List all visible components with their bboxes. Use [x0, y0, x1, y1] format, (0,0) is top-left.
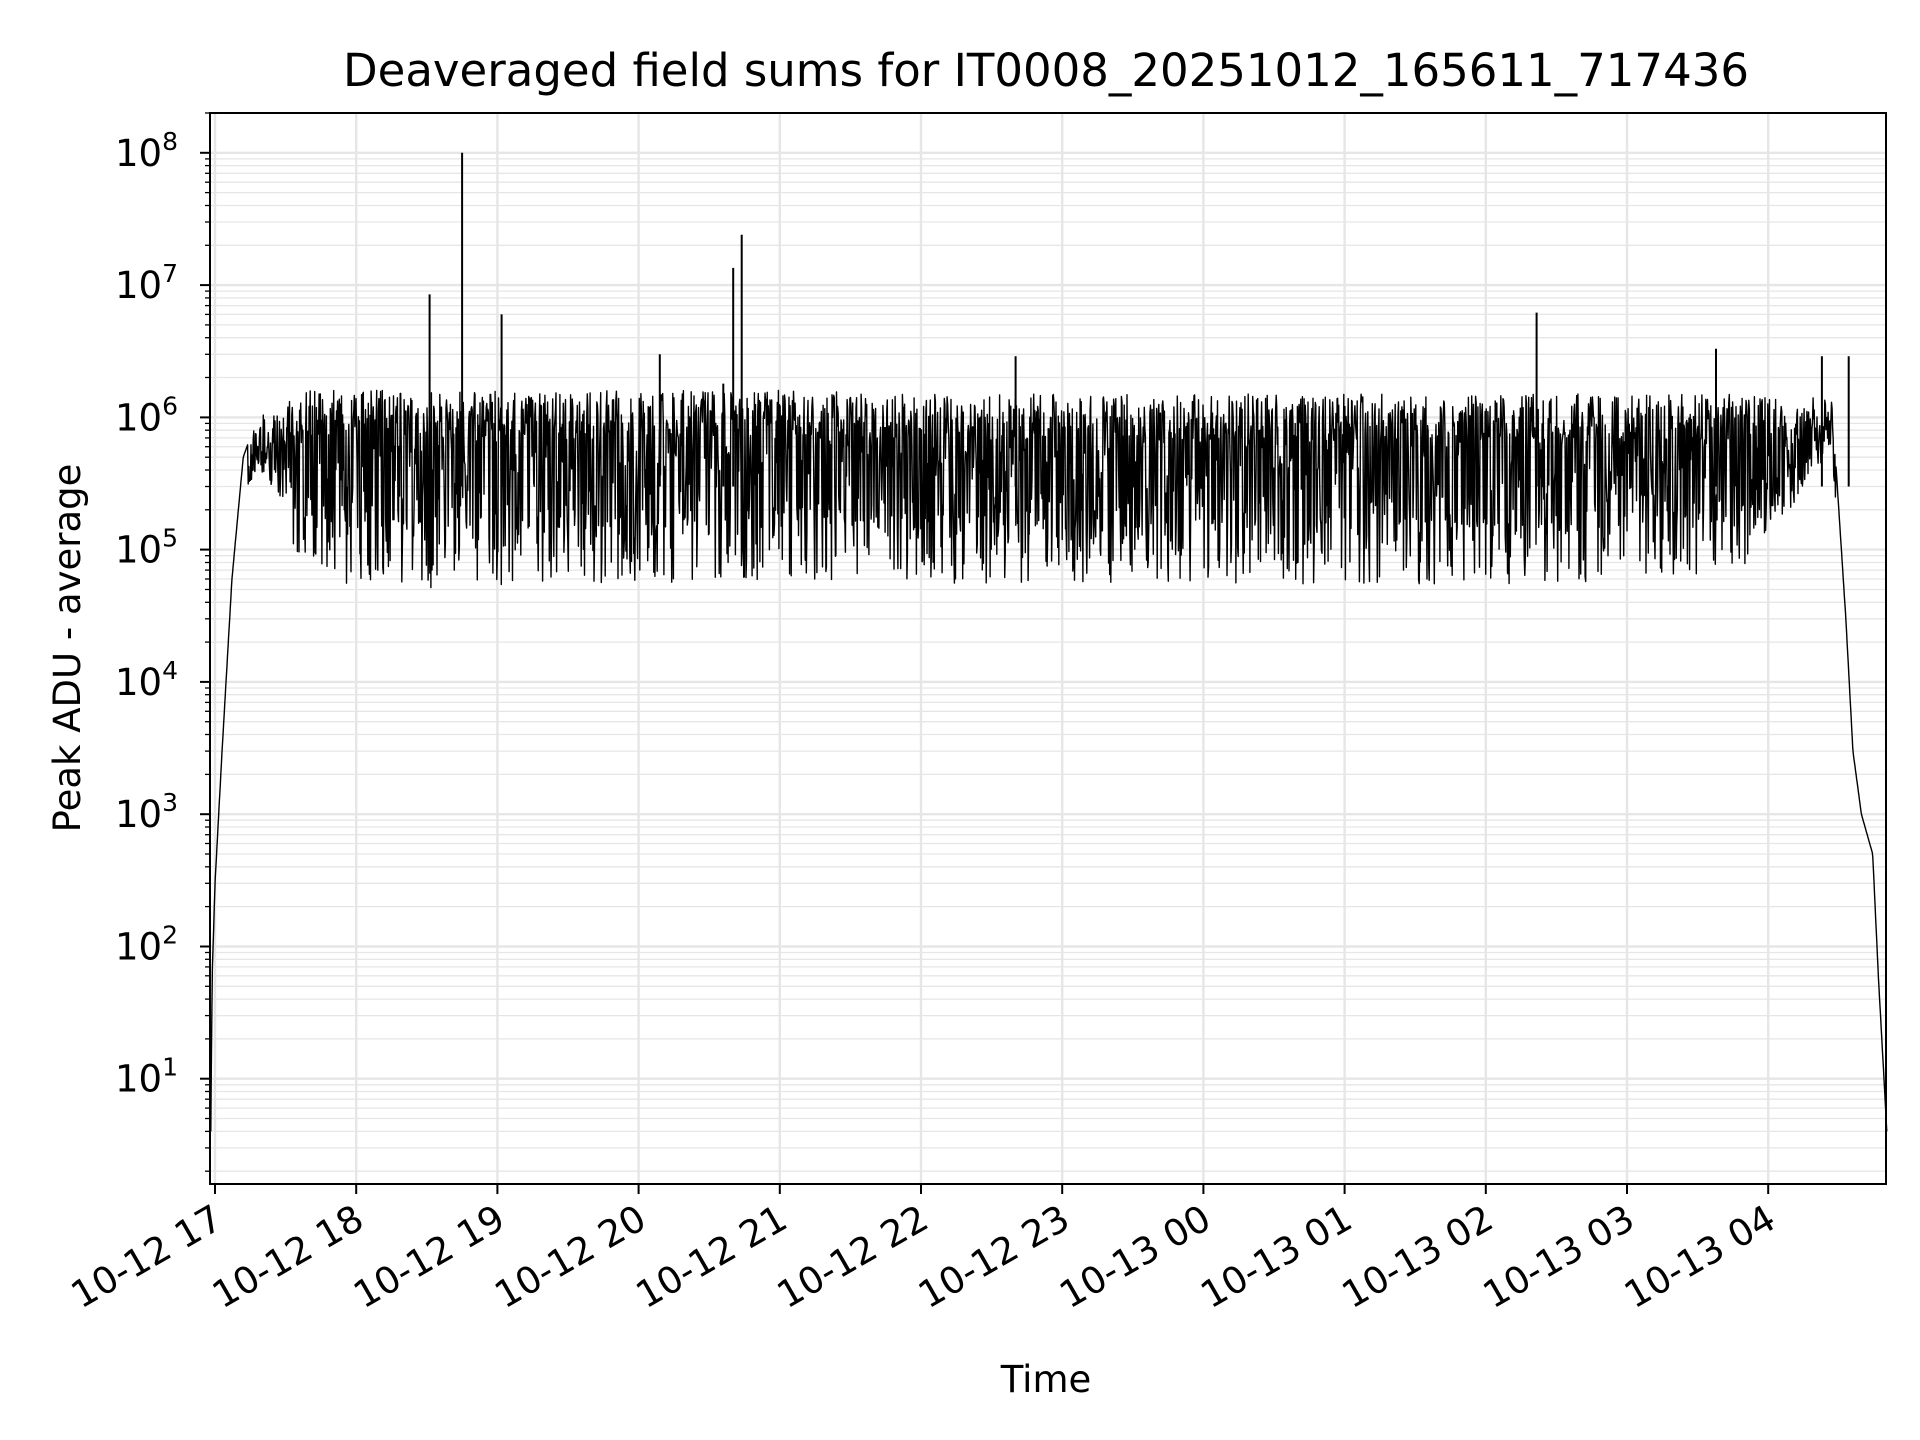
y-tick-label: 103 [115, 788, 178, 836]
grid-minor [210, 112, 1886, 1172]
plot-frame [209, 112, 1887, 1185]
chart-title: Deaveraged field sums for IT0008_2025101… [343, 44, 1749, 97]
y-tick-label: 107 [115, 259, 178, 307]
y-tick-label: 106 [115, 391, 178, 439]
series-layer [210, 152, 1888, 1132]
y-tick-label: 108 [115, 127, 178, 175]
y-axis-ticks: 101 102 103 104 105 106 107 108 [115, 112, 210, 1172]
y-tick-label: 102 [115, 921, 178, 969]
x-axis-label: Time [1000, 1358, 1092, 1401]
grid-major [210, 113, 1886, 1184]
plot-area [209, 112, 1888, 1185]
y-tick-label: 101 [115, 1053, 178, 1101]
y-tick-label: 105 [115, 524, 178, 572]
y-tick-label: 104 [115, 656, 178, 704]
y-axis-label: Peak ADU - average [46, 464, 89, 833]
series-line [210, 389, 1888, 1132]
